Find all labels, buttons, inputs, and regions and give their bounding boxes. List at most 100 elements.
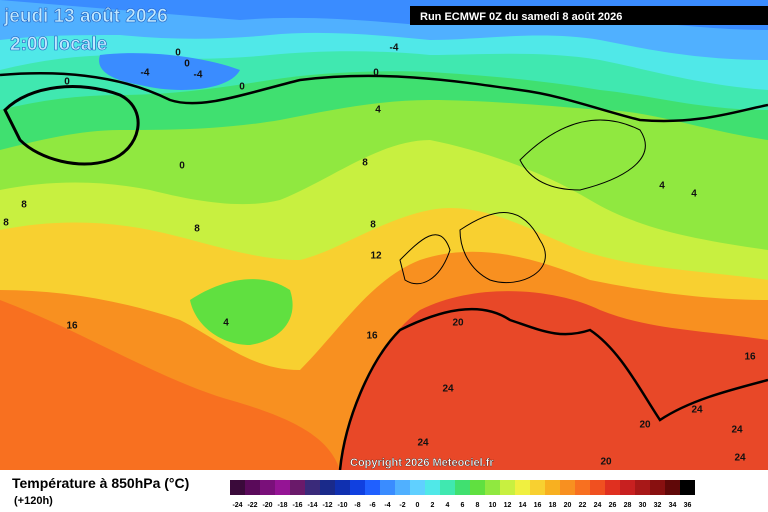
scale-label: 26 bbox=[609, 502, 617, 509]
scale-swatch bbox=[440, 480, 455, 495]
scale-swatch bbox=[665, 480, 680, 495]
scale-swatch bbox=[530, 480, 545, 495]
scale-swatch bbox=[560, 480, 575, 495]
scale-swatch bbox=[230, 480, 245, 495]
contour-label: 20 bbox=[639, 420, 651, 431]
scale-label: 0 bbox=[416, 502, 420, 509]
scale-swatch bbox=[365, 480, 380, 495]
legend-title: Température à 850hPa (°C) bbox=[12, 475, 189, 491]
contour-label: -4 bbox=[194, 70, 203, 81]
scale-swatch bbox=[245, 480, 260, 495]
contour-label: 24 bbox=[731, 425, 743, 436]
scale-label: 36 bbox=[684, 502, 692, 509]
scale-label: -6 bbox=[369, 502, 375, 509]
scale-label: -20 bbox=[262, 502, 272, 509]
scale-label: 20 bbox=[564, 502, 572, 509]
color-scale: -24 -22 -20 -18 -16 -14 -12 -10 -8 -6 -4 -2 0 2 4 6 8 10 1… bbox=[230, 480, 695, 509]
contour-label: 24 bbox=[734, 453, 746, 464]
contour-label: 20 bbox=[600, 457, 612, 468]
contour-label: 0 bbox=[239, 82, 245, 93]
scale-label: -24 bbox=[232, 502, 242, 509]
scale-label: -18 bbox=[277, 502, 287, 509]
scale-swatch bbox=[545, 480, 560, 495]
zone-orange-dark bbox=[0, 300, 340, 470]
scale-swatch bbox=[350, 480, 365, 495]
scale-swatch bbox=[260, 480, 275, 495]
scale-swatch bbox=[380, 480, 395, 495]
scale-swatch bbox=[590, 480, 605, 495]
contour-label: 8 bbox=[194, 224, 200, 235]
forecast-time: 2:00 locale bbox=[10, 34, 107, 55]
scale-label: 32 bbox=[654, 502, 662, 509]
forecast-date: jeudi 13 août 2026 bbox=[3, 6, 168, 27]
scale-swatch bbox=[455, 480, 470, 495]
contour-label: 4 bbox=[375, 105, 381, 116]
scale-label: 6 bbox=[461, 502, 465, 509]
contour-label: 24 bbox=[442, 384, 454, 395]
scale-swatch bbox=[575, 480, 590, 495]
contour-label: 16 bbox=[366, 331, 378, 342]
zone-blue-blob bbox=[99, 53, 241, 90]
scale-label: 28 bbox=[624, 502, 632, 509]
contour-label: 12 bbox=[370, 251, 382, 262]
scale-swatch bbox=[620, 480, 635, 495]
scale-label: 34 bbox=[669, 502, 677, 509]
scale-swatch bbox=[635, 480, 650, 495]
contour-label: 4 bbox=[659, 181, 665, 192]
scale-swatch bbox=[605, 480, 620, 495]
scale-label: 16 bbox=[534, 502, 542, 509]
contour-label: -4 bbox=[141, 68, 150, 79]
scale-swatch bbox=[410, 480, 425, 495]
scale-swatch bbox=[335, 480, 350, 495]
coastline-detail bbox=[399, 119, 646, 285]
scale-swatch bbox=[395, 480, 410, 495]
scale-label: -14 bbox=[307, 502, 317, 509]
scale-swatch bbox=[305, 480, 320, 495]
scale-label: 14 bbox=[519, 502, 527, 509]
contour-label: 16 bbox=[66, 321, 78, 332]
scale-swatch bbox=[485, 480, 500, 495]
scale-label: -16 bbox=[292, 502, 302, 509]
scale-swatch bbox=[425, 480, 440, 495]
contour-label: 0 bbox=[373, 68, 379, 79]
scale-swatch bbox=[515, 480, 530, 495]
contour-label: 8 bbox=[21, 200, 27, 211]
coastline bbox=[3, 85, 140, 166]
scale-label: 30 bbox=[639, 502, 647, 509]
contour-label: 0 bbox=[64, 77, 70, 88]
contour-label: 0 bbox=[184, 59, 190, 70]
scale-swatch bbox=[500, 480, 515, 495]
scale-label: 22 bbox=[579, 502, 587, 509]
scale-label: 12 bbox=[504, 502, 512, 509]
scale-label: 18 bbox=[549, 502, 557, 509]
contour-label: 4 bbox=[691, 189, 697, 200]
scale-label: -22 bbox=[247, 502, 257, 509]
copyright: Copyright 2026 Meteociel.fr bbox=[350, 457, 494, 469]
scale-label: 2 bbox=[431, 502, 435, 509]
contour-label: 8 bbox=[370, 220, 376, 231]
contour-label: 8 bbox=[3, 218, 9, 229]
scale-label: 8 bbox=[476, 502, 480, 509]
contour-label: 24 bbox=[691, 405, 703, 416]
contour-zero bbox=[0, 72, 768, 123]
contour-label: 4 bbox=[223, 318, 229, 329]
scale-label: -4 bbox=[384, 502, 390, 509]
scale-swatch bbox=[290, 480, 305, 495]
zone-red bbox=[340, 291, 768, 470]
contour-label: -4 bbox=[390, 43, 399, 54]
run-box bbox=[410, 6, 768, 25]
zone-green-blob bbox=[190, 279, 293, 345]
scale-label: 24 bbox=[594, 502, 602, 509]
scale-label: -12 bbox=[322, 502, 332, 509]
scale-label: 4 bbox=[446, 502, 450, 509]
run-info: Run ECMWF 0Z du samedi 8 août 2026 bbox=[420, 11, 622, 23]
scale-swatch bbox=[470, 480, 485, 495]
scale-swatch bbox=[275, 480, 290, 495]
contour-label: 16 bbox=[744, 352, 756, 363]
scale-swatch bbox=[680, 480, 695, 495]
contour-label: 0 bbox=[179, 161, 185, 172]
scale-label: -10 bbox=[337, 502, 347, 509]
